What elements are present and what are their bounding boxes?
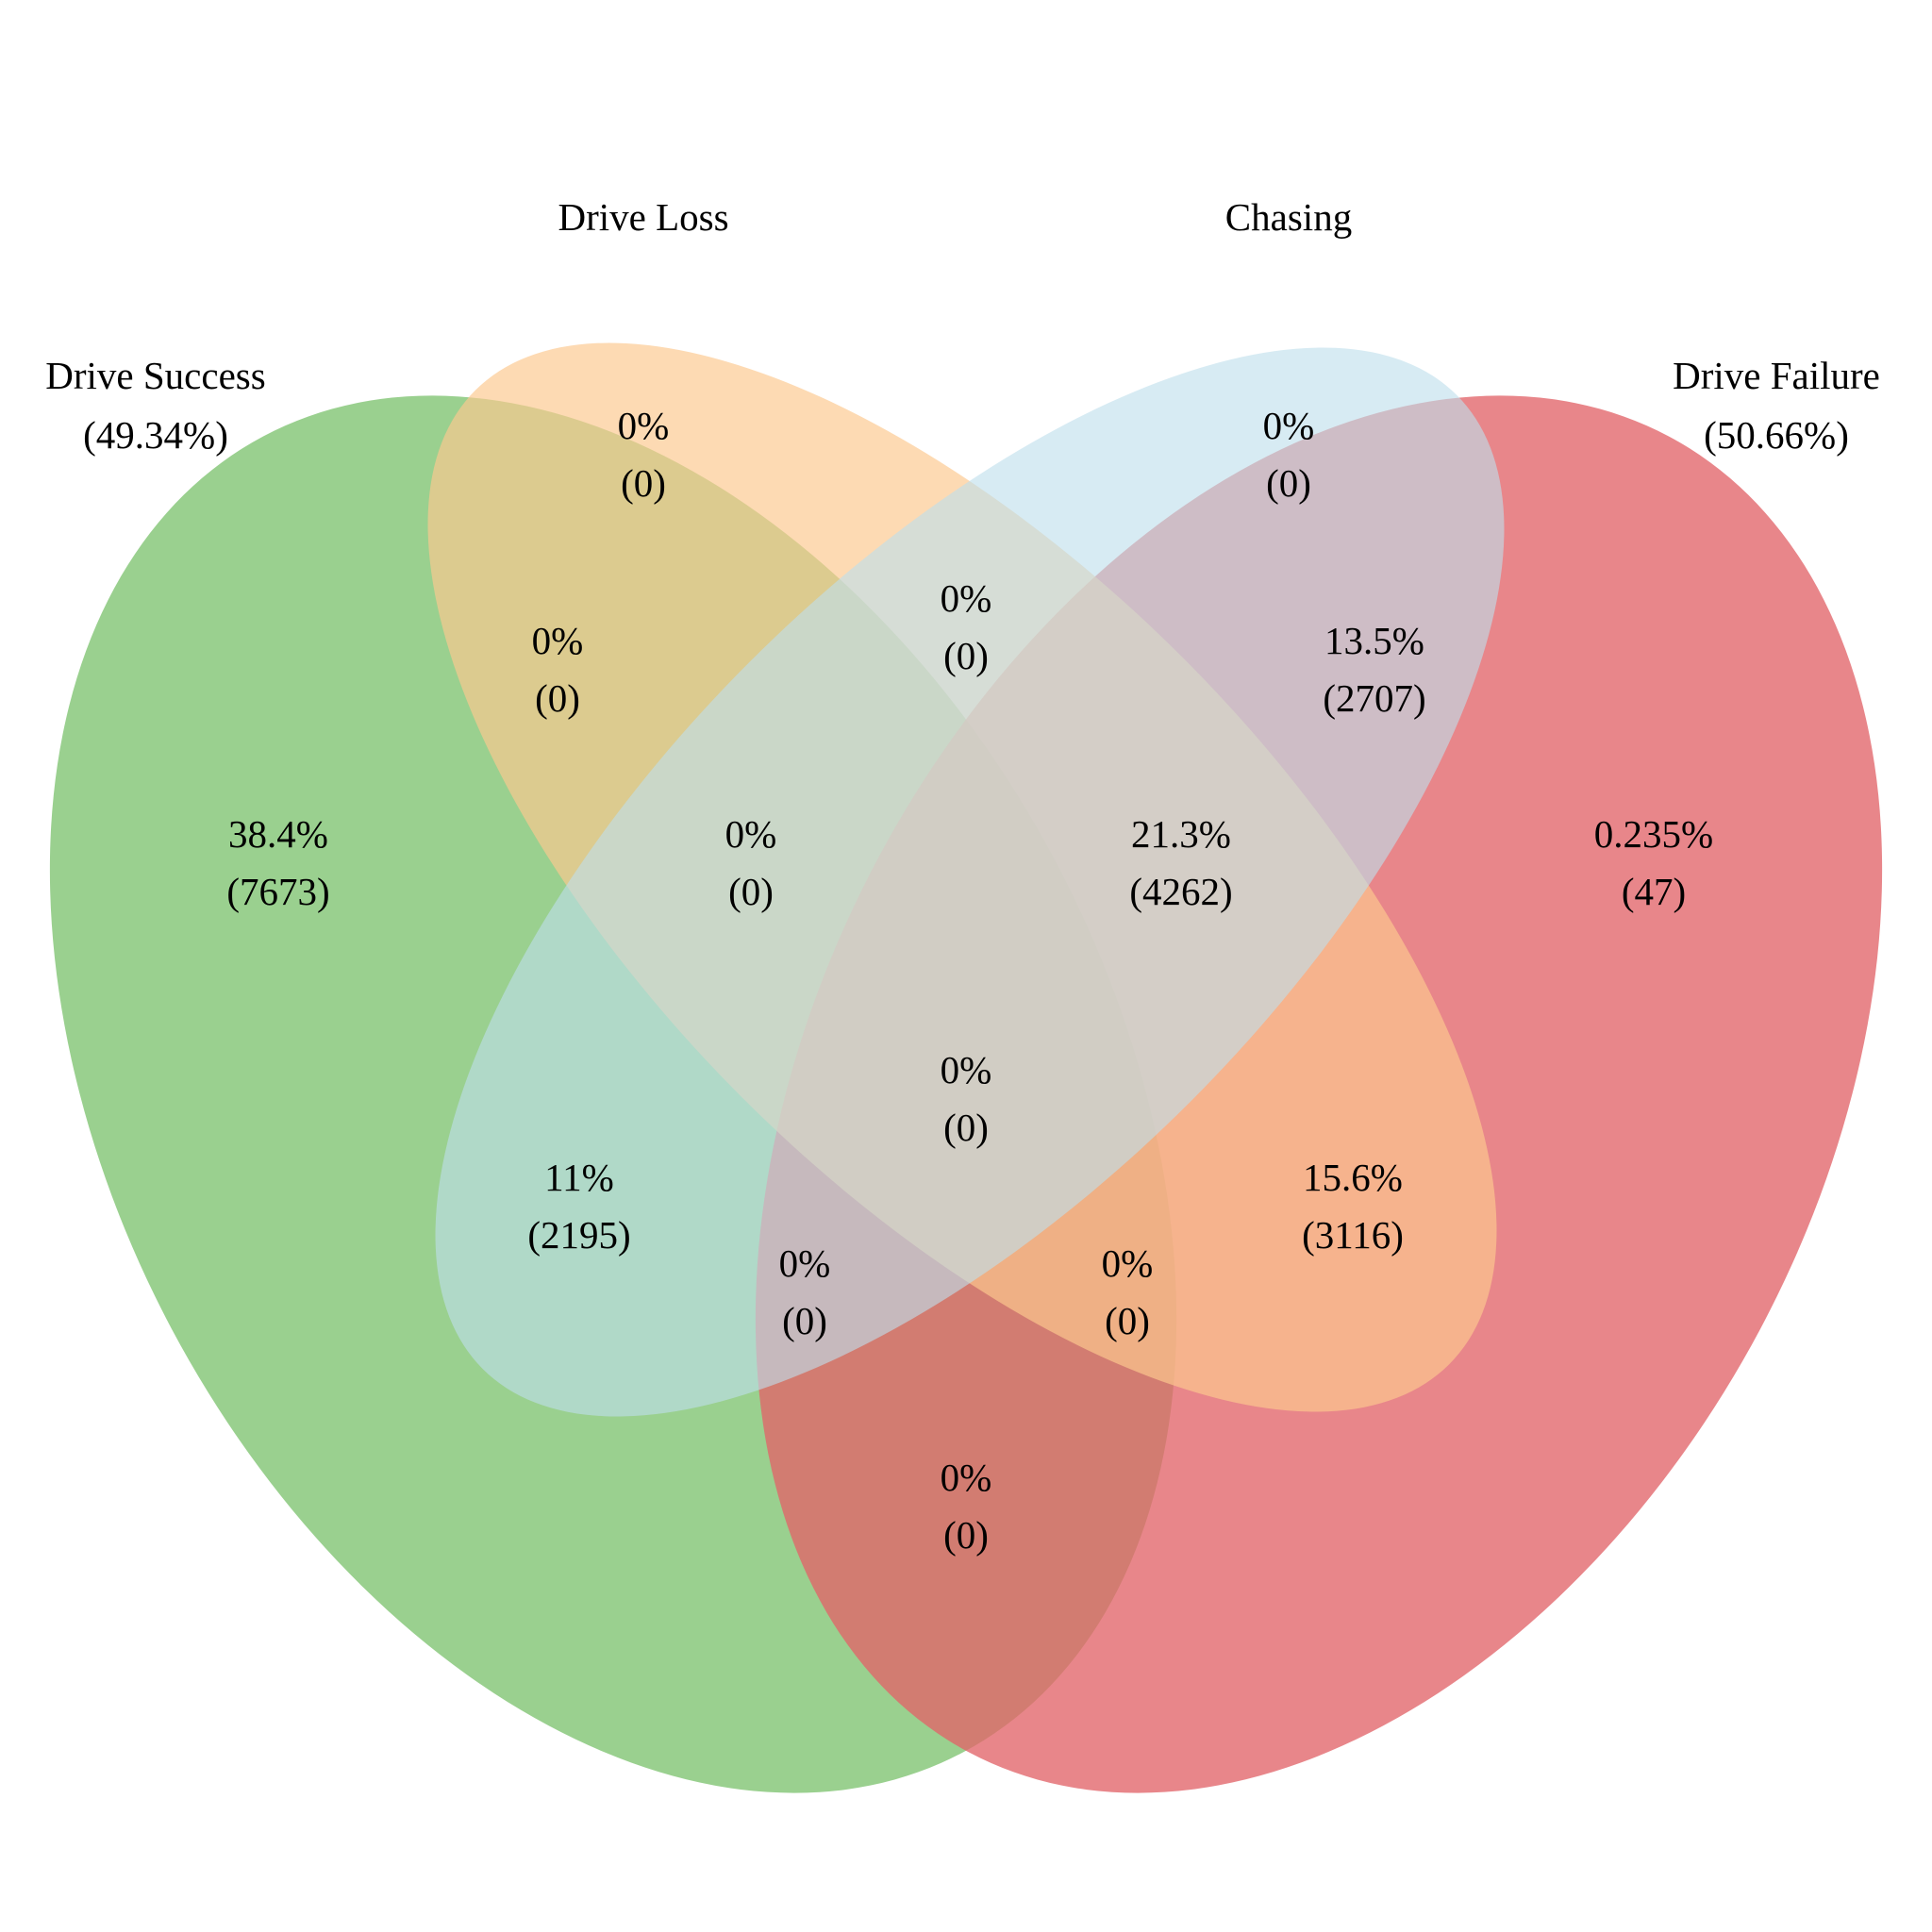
set-label-drive-failure: Drive Failure bbox=[1673, 354, 1880, 397]
region-count: (0) bbox=[1105, 1299, 1150, 1342]
region-percent: 38.4% bbox=[228, 812, 328, 856]
set-label-drive-success: Drive Success bbox=[45, 354, 265, 397]
region-percent: 15.6% bbox=[1303, 1156, 1403, 1199]
region-percent: 0% bbox=[1263, 404, 1315, 447]
region-percent: 0% bbox=[779, 1241, 831, 1285]
region-count: (0) bbox=[621, 461, 666, 505]
region-count: (0) bbox=[782, 1299, 827, 1342]
region-percent: 0% bbox=[532, 619, 584, 662]
region-count: (0) bbox=[943, 1106, 989, 1149]
region-percent: 21.3% bbox=[1131, 812, 1231, 856]
region-count: (2195) bbox=[527, 1213, 630, 1257]
region-count: (0) bbox=[943, 634, 989, 677]
region-percent: 0.235% bbox=[1594, 812, 1713, 856]
region-count: (0) bbox=[535, 676, 580, 720]
region-percent: 13.5% bbox=[1324, 619, 1424, 662]
region-count: (47) bbox=[1622, 870, 1686, 913]
region-count: (0) bbox=[943, 1513, 989, 1557]
region-count: (0) bbox=[728, 870, 774, 913]
region-count: (3116) bbox=[1302, 1213, 1404, 1257]
region-count: (4262) bbox=[1129, 870, 1232, 913]
region-percent: 0% bbox=[941, 576, 992, 620]
region-percent: 0% bbox=[1102, 1241, 1154, 1285]
set-label-chasing: Chasing bbox=[1225, 195, 1352, 239]
set-share-drive-failure: (50.66%) bbox=[1704, 413, 1849, 457]
set-ellipse-chasing bbox=[435, 347, 1505, 1417]
region-percent: 11% bbox=[544, 1156, 614, 1199]
region-percent: 0% bbox=[618, 404, 670, 447]
region-percent: 0% bbox=[725, 812, 777, 856]
region-count: (2707) bbox=[1323, 676, 1425, 720]
region-percent: 0% bbox=[941, 1048, 992, 1091]
region-count: (0) bbox=[1266, 461, 1311, 505]
set-share-drive-success: (49.34%) bbox=[83, 413, 228, 457]
region-percent: 0% bbox=[941, 1456, 992, 1499]
region-count: (7673) bbox=[226, 870, 329, 913]
set-label-drive-loss: Drive Loss bbox=[558, 195, 728, 239]
